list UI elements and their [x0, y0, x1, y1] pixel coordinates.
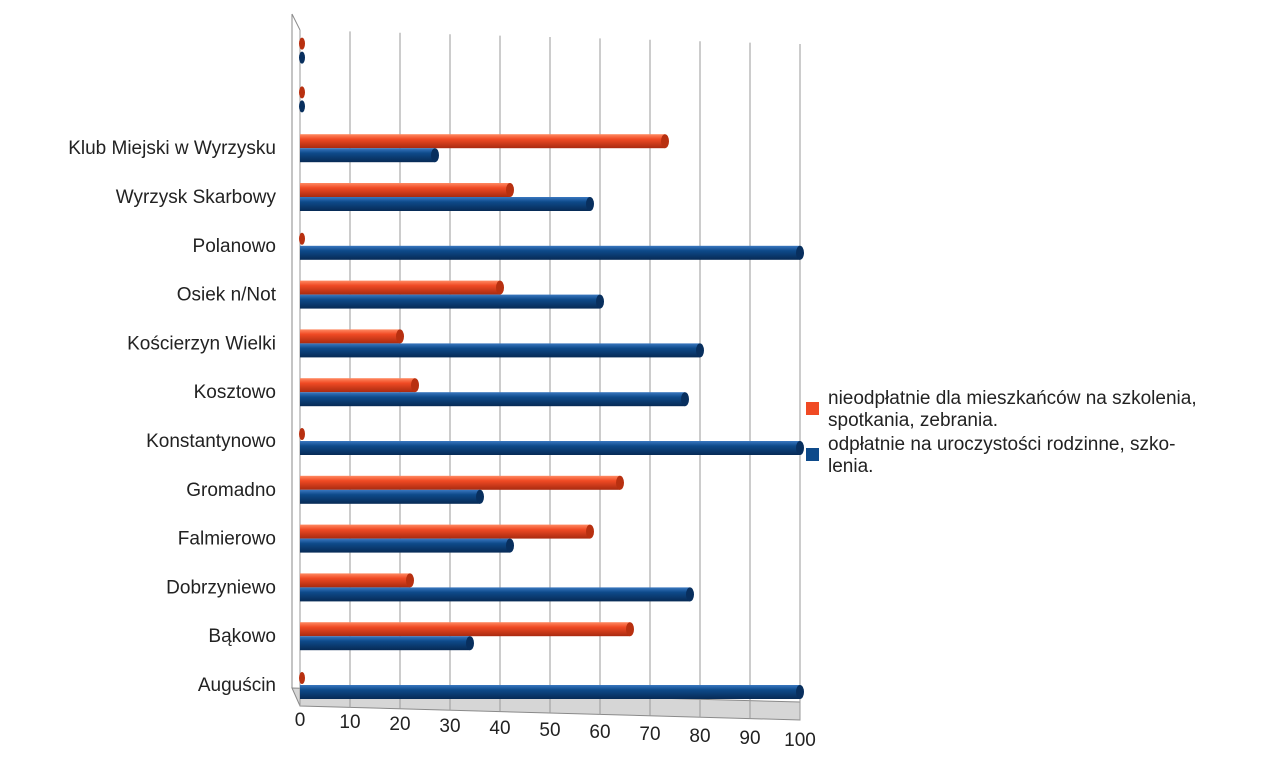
x-tick-label: 60: [589, 722, 610, 743]
category-label: Osiek n/Not: [177, 285, 277, 306]
bar-paid: [300, 441, 804, 455]
x-tick-label: 50: [539, 720, 560, 741]
category-labels: Auguścin Bąkowo Dobrzyniewo Falmierowo Groma…: [68, 138, 277, 696]
bar-paid: [300, 392, 689, 407]
bar-paid: [300, 587, 694, 602]
legend-label-free-line2: spotkania, zebrania.: [828, 410, 999, 431]
bar-free: [300, 573, 414, 588]
bar-paid: [299, 51, 305, 64]
x-tick-label: 70: [639, 724, 660, 745]
bar-free: [300, 378, 419, 393]
legend-swatch-free: [806, 402, 819, 415]
bar-free: [299, 232, 305, 245]
bar-paid: [300, 685, 804, 699]
category-label: Konstantynowo: [146, 431, 276, 452]
x-tick-label: 90: [739, 728, 760, 749]
legend-label-free-line1: nieodpłatnie dla mieszkańców na szkoleni…: [828, 388, 1197, 409]
grid: [291, 13, 801, 721]
bar-free: [299, 672, 305, 684]
category-label: Dobrzyniewo: [166, 577, 276, 598]
x-axis-ticks: 0 10 20 30 40 50 60 70 80 90 100: [295, 710, 816, 751]
x-tick-label: 30: [439, 716, 460, 737]
legend-label-paid-line2: lenia.: [828, 456, 874, 477]
x-tick-label: 80: [689, 726, 710, 747]
legend-label-paid-line1: odpłatnie na uroczystości rodzinne, szko…: [828, 434, 1176, 455]
x-tick-label: 10: [339, 712, 360, 733]
bar-paid: [299, 100, 305, 113]
bar-free: [300, 280, 504, 295]
x-tick-label: 40: [489, 718, 510, 739]
category-label: Bąkowo: [208, 626, 276, 647]
legend-item-free: nieodpłatnie dla mieszkańców na szkoleni…: [806, 388, 1284, 432]
bar-free: [299, 86, 305, 99]
x-tick-label: 0: [295, 710, 306, 731]
category-label: Kosztowo: [194, 382, 276, 403]
x-tick-label: 100: [784, 730, 816, 751]
left-wall-top-edge: [291, 13, 301, 31]
legend: nieodpłatnie dla mieszkańców na szkoleni…: [806, 388, 1284, 480]
bar-free: [299, 428, 305, 440]
category-label: Auguścin: [198, 675, 276, 696]
bar-paid: [300, 538, 514, 553]
category-label: Gromadno: [186, 480, 276, 501]
bar-free: [300, 475, 624, 490]
legend-item-paid: odpłatnie na uroczystości rodzinne, szko…: [806, 434, 1284, 478]
category-label: Klub Miejski w Wyrzysku: [68, 138, 276, 159]
bar-free: [300, 134, 669, 149]
category-label: Wyrzysk Skarbowy: [116, 187, 277, 208]
bar-paid: [300, 197, 594, 211]
category-label: Polanowo: [193, 236, 276, 257]
bar-free: [300, 329, 404, 344]
bar-free: [300, 183, 514, 197]
bar-free: [300, 524, 594, 539]
bar-free: [300, 622, 634, 637]
bars: [299, 37, 804, 699]
category-label: Falmierowo: [178, 529, 276, 550]
bar-paid: [300, 294, 604, 309]
x-tick-label: 20: [389, 714, 410, 735]
legend-swatch-paid: [806, 448, 819, 461]
bar-free: [299, 37, 305, 50]
bar-paid: [300, 148, 439, 163]
category-label: Kościerzyn Wielki: [127, 333, 276, 354]
bar-paid: [300, 343, 704, 358]
bar-paid: [300, 636, 474, 651]
bar-paid: [300, 489, 484, 504]
bar-paid: [300, 245, 804, 260]
